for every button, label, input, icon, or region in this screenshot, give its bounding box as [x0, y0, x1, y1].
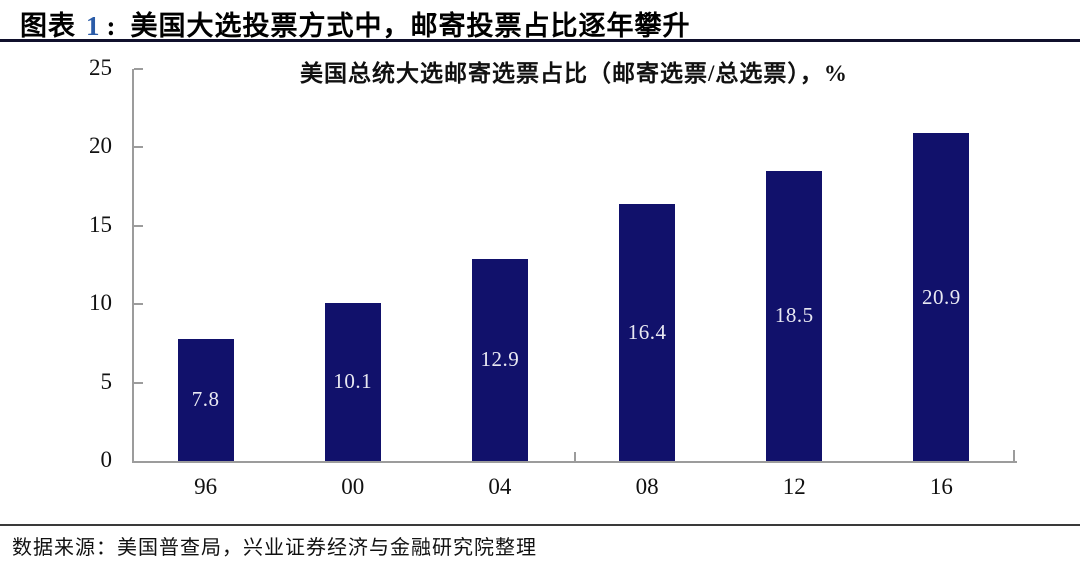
- y-axis-tick: [134, 303, 143, 306]
- figure-title: 美国大选投票方式中，邮寄投票占比逐年攀升: [130, 11, 691, 41]
- y-axis-tick-label: 20: [89, 133, 112, 159]
- x-axis-tick: [1013, 450, 1015, 461]
- bar-value-label: 7.8: [191, 387, 220, 412]
- x-axis-line: [132, 461, 1017, 463]
- y-axis-tick: [134, 146, 143, 149]
- bar-04: 12.9: [471, 258, 528, 461]
- x-axis-tick-label: 08: [635, 474, 659, 499]
- bar-value-label: 12.9: [480, 347, 520, 372]
- x-axis-tick-label: 04: [488, 474, 512, 499]
- figure-label-prefix: 图表: [20, 11, 76, 41]
- bar-00: 10.1: [324, 302, 381, 461]
- y-axis-tick-label: 0: [100, 447, 113, 472]
- bar-value-label: 18.5: [774, 303, 814, 328]
- bar-value-label: 20.9: [922, 284, 961, 309]
- chart-title: 美国总统大选邮寄选票占比（邮寄选票/总选票），%: [300, 61, 848, 86]
- bar-96: 7.8: [177, 338, 234, 461]
- figure-separator: :: [106, 11, 117, 41]
- bar-value-label: 10.1: [333, 369, 373, 394]
- bar-08: 16.4: [619, 203, 676, 461]
- data-source-note: 数据来源：美国普查局，兴业证券经济与金融研究院整理: [12, 537, 537, 559]
- x-axis-tick-label: 96: [194, 474, 218, 499]
- x-axis-tick: [574, 452, 576, 461]
- y-axis-tick-label: 25: [89, 55, 112, 80]
- footer-divider: [0, 524, 1080, 526]
- bar-16: 20.9: [913, 133, 970, 461]
- figure-number: 1: [86, 11, 101, 41]
- y-axis-tick-label: 5: [100, 368, 113, 394]
- bar-12: 18.5: [766, 170, 823, 461]
- y-axis-tick: [134, 381, 143, 384]
- header-divider: [0, 39, 1080, 42]
- x-axis-tick-label: 12: [782, 474, 806, 499]
- x-axis-tick-label: 00: [341, 474, 365, 499]
- y-axis-tick-label: 15: [89, 211, 112, 237]
- y-axis-tick: [134, 224, 143, 227]
- y-axis-tick-label: 10: [89, 290, 112, 316]
- y-axis-tick: [134, 68, 143, 70]
- bar-value-label: 16.4: [627, 319, 667, 344]
- y-axis-line: [132, 69, 134, 463]
- figure-header: 图表 1: 美国大选投票方式中，邮寄投票占比逐年攀升: [20, 4, 691, 43]
- x-axis-tick-label: 16: [929, 474, 953, 499]
